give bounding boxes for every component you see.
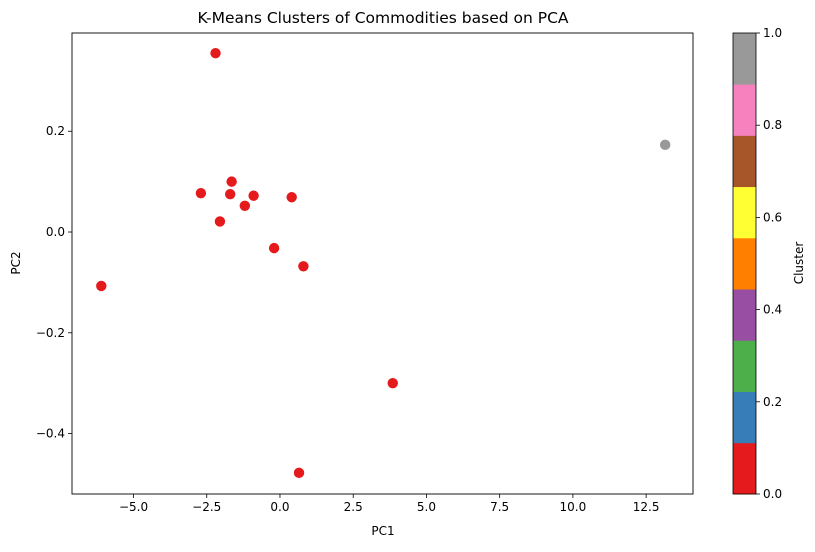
x-tick-label: −5.0 [119,500,148,514]
data-point-cluster-0 [239,200,251,212]
data-point-cluster-0 [293,467,305,479]
data-points [96,47,671,479]
y-tick-label: 0.2 [46,124,65,138]
colorbar-tick-label: 0.0 [763,487,782,501]
x-tick-label: 2.5 [344,500,363,514]
colorbar-label: Cluster [792,242,806,285]
colorbar-segment [733,84,756,136]
colorbar-segment [733,391,756,444]
data-point-cluster-0 [248,190,259,201]
x-axis-ticks: −5.0 −2.5 0.0 2.5 5.0 7.5 10.0 12.5 [119,494,660,514]
x-tick-label: 0.0 [270,500,289,514]
colorbar-segment [733,33,756,85]
colorbar-frame [732,32,757,495]
colorbar-tick-label: 0.6 [763,210,782,224]
data-point-cluster-0 [96,280,107,292]
data-point-cluster-1 [659,139,671,151]
plot-frame [71,32,694,495]
colorbar-tick-label: 0.4 [763,303,782,317]
data-point-cluster-0 [268,242,280,254]
y-tick-label: −0.2 [36,326,65,340]
data-point-cluster-0 [387,377,398,389]
colorbar: 0.0 0.2 0.4 0.6 0.8 1.0 Cluster [732,26,806,501]
plot-area [71,32,694,495]
x-tick-label: −2.5 [192,500,221,514]
colorbar-ticks: 0.0 0.2 0.4 0.6 0.8 1.0 [756,26,782,501]
data-point-cluster-0 [286,192,297,203]
colorbar-tick-label: 0.2 [763,395,782,409]
data-point-cluster-0 [210,47,221,59]
y-axis-ticks: −0.4 −0.2 0.0 0.2 [36,124,72,441]
colorbar-tick-label: 0.8 [763,118,782,132]
chart-title: K-Means Clusters of Commodities based on… [197,9,568,27]
x-tick-label: 10.0 [560,500,587,514]
colorbar-segment [733,289,756,341]
colorbar-segment [733,340,756,392]
y-axis-label: PC2 [9,251,23,274]
y-tick-label: 0.0 [46,225,65,239]
colorbar-segment [733,186,756,239]
data-point-cluster-0 [226,176,237,187]
colorbar-segment [733,237,756,290]
data-point-cluster-0 [224,189,236,200]
colorbar-segment [733,442,756,495]
colorbar-segments [733,33,756,495]
x-tick-label: 12.5 [633,500,660,514]
colorbar-tick-label: 1.0 [763,26,782,40]
x-tick-label: 7.5 [490,500,509,514]
data-point-cluster-0 [214,216,226,227]
data-point-cluster-0 [298,261,309,272]
data-point-cluster-0 [195,188,207,199]
y-tick-label: −0.4 [36,427,65,441]
colorbar-segment [733,135,756,188]
x-tick-label: 5.0 [417,500,436,514]
x-axis-label: PC1 [371,524,394,538]
